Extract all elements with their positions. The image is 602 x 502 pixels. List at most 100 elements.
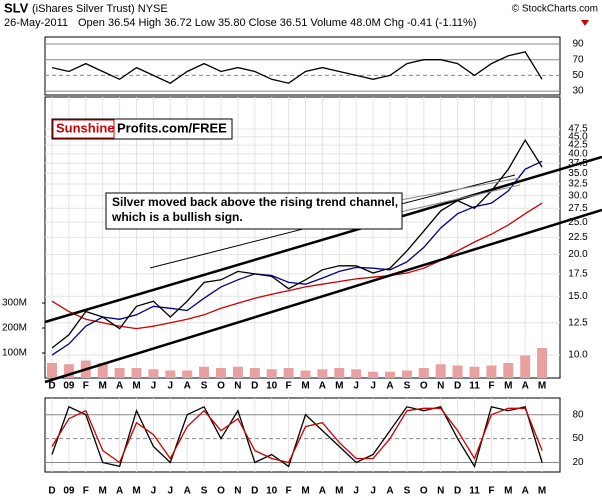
x-tick-label: A — [319, 486, 326, 497]
volume-bar — [232, 366, 243, 378]
x-tick-label: M — [538, 486, 546, 497]
line-series — [51, 51, 543, 84]
logo: Sunshine Profits.com/FREE — [51, 118, 233, 140]
x-tick-label: J — [353, 381, 359, 392]
volume-bar — [368, 371, 379, 378]
volume-bar — [385, 371, 395, 378]
line-series — [51, 160, 543, 356]
x-tick-label: M — [538, 381, 546, 392]
volume-bar — [418, 368, 429, 378]
x-tick-label: S — [201, 381, 208, 392]
volume-bar — [486, 365, 497, 378]
x-tick-label: O — [217, 486, 225, 497]
y2-tick-label: 300M — [2, 298, 27, 309]
volume-bar — [182, 370, 193, 378]
x-tick-label: M — [99, 381, 107, 392]
x-tick-label: N — [234, 486, 241, 497]
x-tick-label: 11 — [469, 486, 480, 497]
panel-frame — [44, 36, 561, 96]
y2-tick-label: 200M — [2, 323, 27, 334]
x-tick-label: N — [234, 381, 241, 392]
x-tick-label: S — [201, 486, 208, 497]
y-tick-label: 50 — [572, 70, 584, 81]
quote: Open 36.54 High 36.72 Low 35.80 Close 36… — [78, 17, 477, 29]
line-series — [51, 405, 543, 469]
down-arrow — [581, 20, 589, 26]
annotation-box — [105, 192, 403, 230]
x-tick-label: S — [404, 381, 411, 392]
x-tick-label: J — [168, 486, 174, 497]
logo-red: Sunshine — [56, 120, 115, 135]
x-tick-label: 10 — [266, 381, 278, 392]
source: © StockCharts.com — [512, 4, 598, 15]
x-tick-label: A — [522, 486, 529, 497]
y-tick-label: 20 — [572, 457, 584, 468]
x-tick-label: D — [251, 486, 258, 497]
volume-bar — [249, 368, 260, 378]
y-tick-label: 40.0 — [568, 149, 588, 160]
x-tick-label: D — [48, 486, 55, 497]
volume-bar — [114, 368, 125, 378]
x-tick-label: J — [168, 381, 174, 392]
x-tick-label: M — [99, 486, 107, 497]
y-tick-label: 47.5 — [568, 124, 588, 135]
trend-lower — [44, 208, 602, 384]
annotation: which is a bullish sign. — [111, 210, 243, 224]
x-tick-label: F — [286, 486, 292, 497]
x-tick-label: J — [353, 486, 359, 497]
y2-tick-label: 100M — [2, 348, 27, 359]
annotation: Silver moved back above the rising trend… — [112, 195, 398, 209]
volume-bar — [334, 368, 345, 378]
x-tick-label: A — [184, 486, 191, 497]
callout — [399, 177, 521, 201]
x-tick-label: D — [48, 381, 55, 392]
volume-bar — [351, 369, 362, 378]
volume-bar — [165, 370, 176, 378]
x-tick-label: F — [488, 486, 494, 497]
x-tick-label: A — [522, 381, 529, 392]
y-tick-label: 17.5 — [568, 269, 588, 280]
volume-bar — [317, 369, 328, 378]
x-tick-label: M — [132, 381, 140, 392]
y-tick-label: 10.0 — [568, 350, 588, 361]
volume-bar — [216, 368, 226, 378]
y-tick-label: 50 — [572, 433, 584, 444]
y-tick-label: 12.5 — [568, 317, 588, 328]
x-tick-label: A — [184, 381, 191, 392]
volume-bar — [401, 370, 412, 378]
volume-bar — [537, 348, 548, 378]
x-tick-label: M — [301, 381, 309, 392]
y-tick-label: 35.0 — [568, 168, 588, 179]
volume-bar — [148, 369, 159, 378]
volume-bar — [283, 368, 294, 378]
x-tick-label: F — [488, 381, 494, 392]
y-tick-label: 45.0 — [568, 131, 588, 142]
y-tick-label: 30 — [572, 86, 584, 97]
date: 26-May-2011 — [4, 17, 68, 29]
y-tick-label: 30.0 — [568, 190, 588, 201]
x-tick-label: O — [217, 381, 225, 392]
line-series — [51, 138, 543, 349]
x-tick-label: 09 — [63, 486, 75, 497]
volume-bar — [63, 364, 74, 378]
x-tick-label: J — [370, 486, 376, 497]
x-tick-label: M — [301, 486, 309, 497]
x-tick-label: F — [83, 381, 89, 392]
callout — [399, 184, 521, 213]
y-tick-label: 25.0 — [568, 217, 588, 228]
y-tick-label: 15.0 — [568, 291, 588, 302]
y-tick-label: 27.5 — [568, 203, 588, 214]
x-tick-label: O — [420, 381, 428, 392]
security-name: (iShares Silver Trust) NYSE — [32, 3, 168, 15]
volume-bar — [503, 363, 514, 378]
x-tick-label: N — [437, 381, 444, 392]
y-tick-label: 22.5 — [568, 232, 588, 243]
x-tick-label: F — [83, 486, 89, 497]
x-tick-label: S — [404, 486, 411, 497]
volume-bar — [469, 366, 480, 378]
x-tick-label: A — [386, 381, 393, 392]
x-tick-label: J — [151, 486, 157, 497]
y-tick-label: 32.5 — [568, 179, 588, 190]
volume-bar — [300, 370, 311, 378]
